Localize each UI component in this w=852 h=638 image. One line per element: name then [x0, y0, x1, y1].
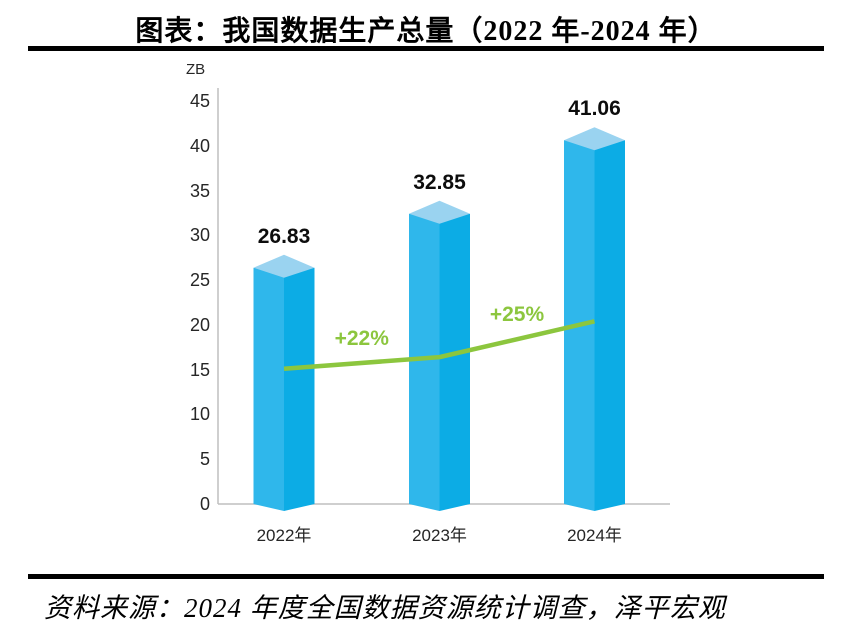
y-tick-label: 40	[189, 135, 210, 156]
bar-chart-canvas	[217, 88, 670, 511]
y-tick-label: 20	[189, 314, 210, 335]
growth-rate-label: +25%	[489, 303, 545, 327]
y-tick-label: 10	[189, 404, 210, 425]
bar-front-right	[594, 140, 625, 511]
bar-top-face	[253, 254, 315, 278]
bar-value-label: 41.06	[568, 97, 621, 121]
y-tick-label: 0	[199, 494, 210, 514]
x-category-label: 2022年	[256, 526, 312, 545]
growth-rate-line	[283, 319, 596, 372]
y-tick-label: 15	[189, 359, 210, 380]
y-tick-label: 45	[189, 91, 210, 111]
bar-front-right	[439, 213, 470, 511]
bar-top-face	[564, 127, 625, 151]
bar-front-right	[284, 267, 315, 511]
x-category-label: 2023年	[412, 526, 467, 545]
title-divider-line	[28, 46, 824, 51]
y-tick-label: 5	[199, 449, 210, 470]
growth-rate-label: +22%	[334, 326, 389, 350]
chart-title: 图表：我国数据生产总量（2022 年-2024 年）	[135, 16, 717, 47]
bar-top-face	[409, 200, 470, 224]
x-category-label: 2024年	[567, 526, 622, 545]
bar-value-label: 26.83	[257, 224, 311, 248]
y-tick-label: 35	[189, 180, 210, 201]
y-axis-unit-label: ZB	[186, 61, 206, 78]
y-tick-label: 30	[189, 225, 210, 246]
bar-front-left	[409, 213, 440, 511]
bar-value-label: 32.85	[413, 170, 466, 194]
footer-divider-line	[28, 574, 824, 579]
y-tick-label: 25	[189, 270, 210, 291]
bar-front-left	[253, 267, 284, 511]
source-note: 资料来源：2024 年度全国数据资源统计调查，泽平宏观	[44, 593, 726, 623]
bar-front-left	[564, 140, 595, 511]
